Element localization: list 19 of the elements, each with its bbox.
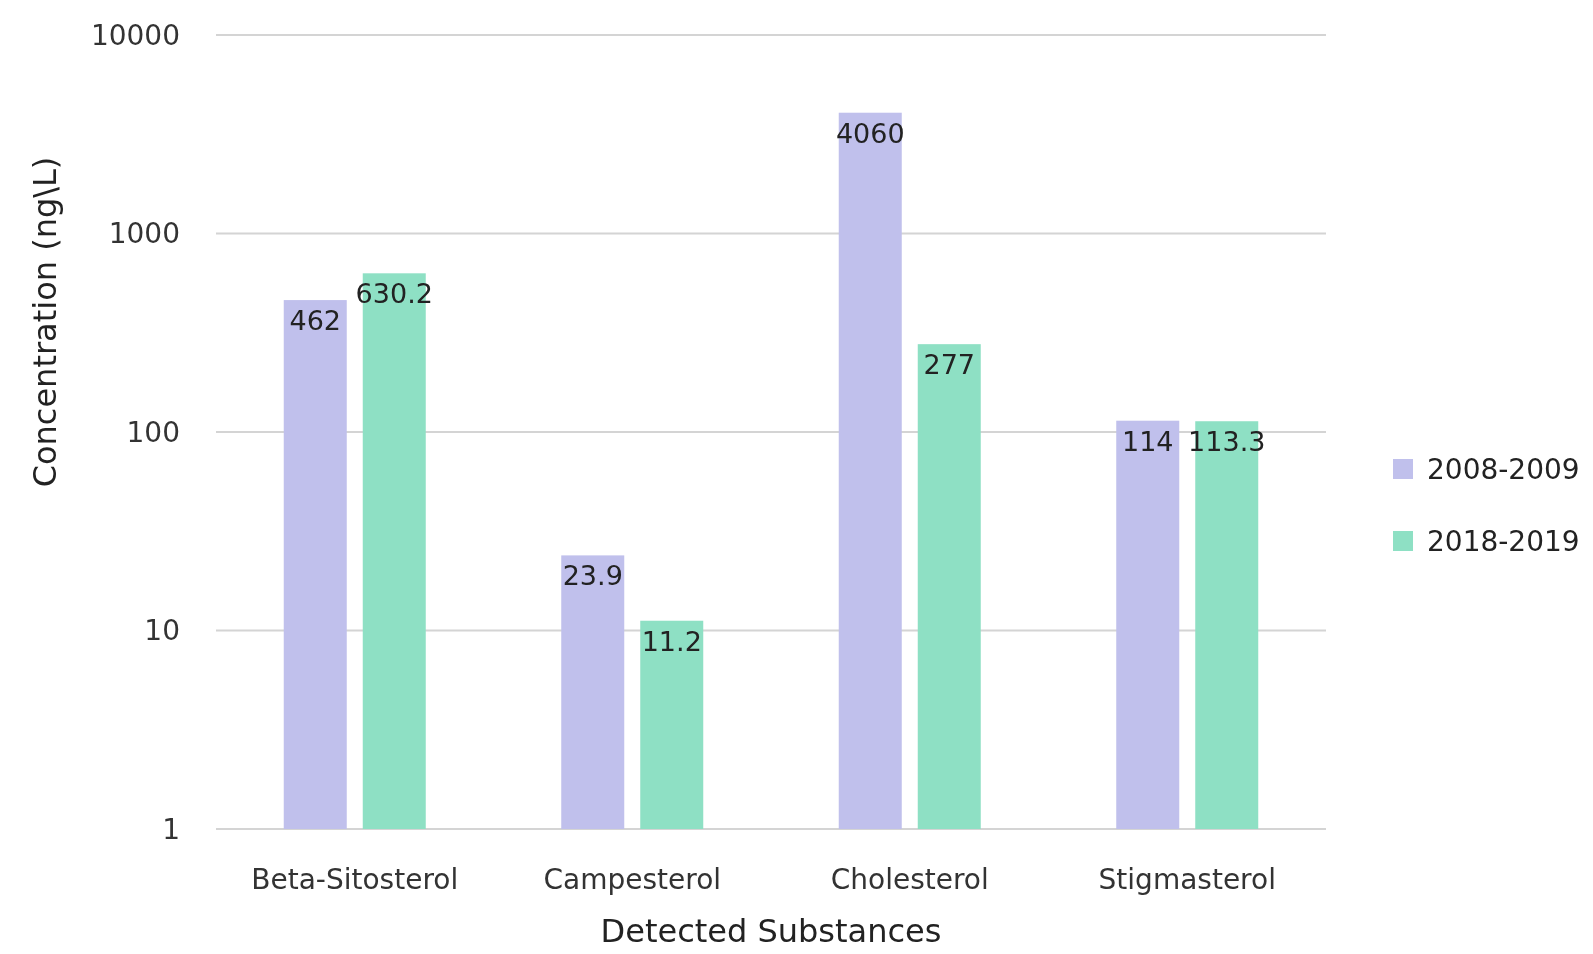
y-tick-label: 100 — [126, 415, 180, 449]
data-label: 23.9 — [562, 560, 623, 592]
x-tick-label: Stigmasterol — [1098, 863, 1276, 896]
y-tick-label: 1000 — [108, 217, 180, 251]
x-axis-title: Detected Substances — [600, 912, 942, 950]
y-tick-label: 10000 — [90, 18, 180, 52]
legend-label: 2018-2019 — [1427, 524, 1580, 558]
x-tick-label: Cholesterol — [830, 863, 989, 896]
data-label: 11.2 — [641, 625, 702, 657]
x-tick-label: Campesterol — [543, 863, 722, 896]
y-axis-title: Concentration (ng\L) — [26, 156, 64, 488]
data-label: 114 — [1121, 425, 1174, 457]
legend-label: 2008-2009 — [1427, 452, 1580, 486]
data-label: 462 — [289, 305, 342, 337]
data-label: 277 — [923, 349, 976, 381]
x-tick-label: Beta-Sitosterol — [251, 863, 459, 896]
y-tick-label: 1 — [162, 812, 180, 846]
y-tick-label: 10 — [144, 614, 180, 648]
data-label: 4060 — [835, 117, 905, 149]
